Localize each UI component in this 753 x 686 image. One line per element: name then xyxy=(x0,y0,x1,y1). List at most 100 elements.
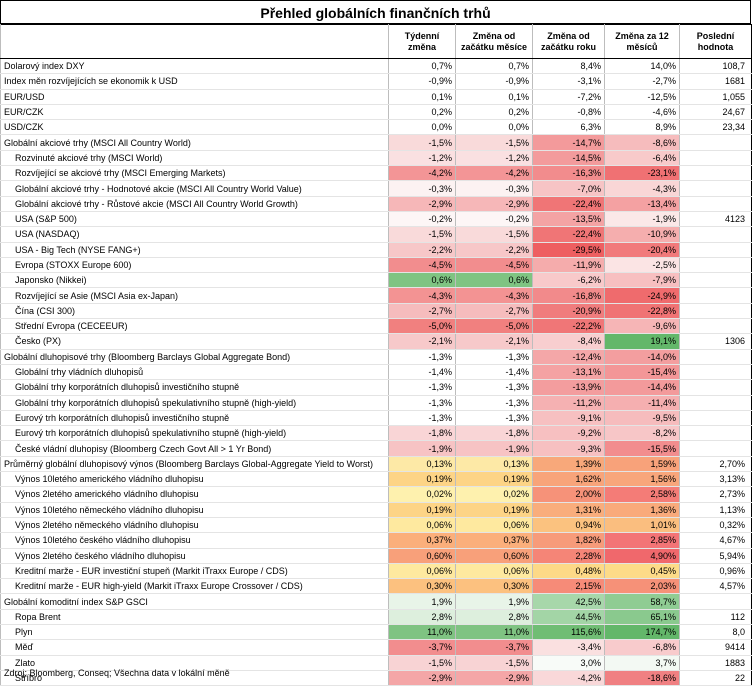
change-cell: -9,6% xyxy=(604,318,680,335)
table-row: EUR/USD 0,1% 0,1% -7,2% -12,5% 1,055 xyxy=(0,89,752,105)
row-label: Eurový trh korporátních dluhopisů spekul… xyxy=(0,425,389,442)
change-cell: 8,4% xyxy=(532,57,605,75)
change-cell: -1,2% xyxy=(455,150,533,167)
table-row: Čína (CSI 300) -2,7% -2,7% -20,9% -22,8% xyxy=(0,303,752,320)
table-row: Kreditní marže - EUR high-yield (Markit … xyxy=(0,578,752,595)
last-value-cell xyxy=(679,242,752,258)
change-cell: -3,1% xyxy=(532,73,605,90)
change-cell: -4,3% xyxy=(388,287,456,304)
last-value-cell xyxy=(679,165,752,182)
row-label: Dolarový index DXY xyxy=(0,57,389,75)
change-cell: 1,82% xyxy=(532,532,605,549)
table-row: Globální akciové trhy (MSCI All Country … xyxy=(0,134,752,151)
change-cell: -9,3% xyxy=(532,440,605,457)
change-cell: -0,9% xyxy=(388,73,456,90)
change-cell: -6,2% xyxy=(532,272,605,289)
change-cell: -1,3% xyxy=(455,395,533,411)
row-label: České vládní dluhopisy (Bloomberg Czech … xyxy=(0,440,389,457)
change-cell: -0,2% xyxy=(388,211,456,228)
row-label: Průměrný globální dluhopisový výnos (Blo… xyxy=(0,455,389,473)
last-value-cell: 4123 xyxy=(679,211,752,228)
change-cell: -4,2% xyxy=(532,670,605,686)
header-cell: Poslední hodnota xyxy=(679,24,752,59)
change-cell: 2,8% xyxy=(388,609,456,625)
change-cell: 0,06% xyxy=(388,517,456,534)
header-cell xyxy=(0,24,389,59)
table-row: Plyn 11,0% 11,0% 115,6% 174,7% 8,0 xyxy=(0,624,752,641)
table-row: Evropa (STOXX Europe 600) -4,5% -4,5% -11,9… xyxy=(0,257,752,274)
change-cell: -22,4% xyxy=(532,226,605,243)
change-cell: -1,3% xyxy=(455,348,533,365)
change-cell: -1,2% xyxy=(388,150,456,167)
row-label: USD/CZK xyxy=(0,119,389,136)
change-cell: 0,45% xyxy=(604,563,680,580)
change-cell: 174,7% xyxy=(604,624,680,641)
table-row: Globální dluhopisové trhy (Bloomberg Bar… xyxy=(0,348,752,365)
change-cell: -2,7% xyxy=(388,303,456,320)
last-value-cell: 8,0 xyxy=(679,624,752,641)
table-row: EUR/CZK 0,2% 0,2% -0,8% -4,6% 24,67 xyxy=(0,104,752,121)
row-label: EUR/CZK xyxy=(0,104,389,121)
table-row: USD/CZK 0,0% 0,0% 6,3% 8,9% 23,34 xyxy=(0,119,752,136)
change-cell: -0,3% xyxy=(455,180,533,197)
last-value-cell xyxy=(679,379,752,396)
header-cell: Týdenní změna xyxy=(388,24,456,59)
row-label: Plyn xyxy=(0,624,389,641)
row-label: Kreditní marže - EUR high-yield (Markit … xyxy=(0,578,389,595)
change-cell: -3,4% xyxy=(532,639,605,656)
table-row: Rozvíjející se akciové trhy (MSCI Emergi… xyxy=(0,165,752,182)
row-label: Měď xyxy=(0,639,389,656)
last-value-cell: 24,67 xyxy=(679,104,752,121)
table-row: Výnos 10letého amerického vládního dluho… xyxy=(0,471,752,488)
change-cell: 2,15% xyxy=(532,578,605,595)
last-value-cell: 1,13% xyxy=(679,502,752,518)
table-row: Měď -3,7% -3,7% -3,4% -6,8% 9414 xyxy=(0,639,752,656)
row-label: Rozvíjející se Asie (MSCI Asia ex-Japan) xyxy=(0,287,389,304)
table-row: Globální trhy korporátních dluhopisů inv… xyxy=(0,379,752,396)
change-cell: -1,3% xyxy=(455,410,533,427)
change-cell: -7,9% xyxy=(604,272,680,289)
last-value-cell xyxy=(679,180,752,197)
last-value-cell xyxy=(679,318,752,335)
change-cell: -8,4% xyxy=(532,333,605,350)
table-body: Dolarový index DXY 0,7% 0,7% 8,4% 14,0% 108,7… xyxy=(0,57,752,686)
change-cell: -6,4% xyxy=(604,150,680,167)
change-cell: -13,4% xyxy=(604,196,680,212)
change-cell: 6,3% xyxy=(532,119,605,136)
row-label: Výnos 2letého amerického vládního dluhop… xyxy=(0,486,389,503)
change-cell: 0,19% xyxy=(455,502,533,518)
change-cell: -24,9% xyxy=(604,287,680,304)
table-row: Výnos 2letého amerického vládního dluhop… xyxy=(0,486,752,503)
table-row: Výnos 10letého německého vládního dluhop… xyxy=(0,502,752,518)
last-value-cell xyxy=(679,150,752,167)
last-value-cell: 5,94% xyxy=(679,548,752,564)
change-cell: -2,2% xyxy=(388,242,456,258)
change-cell: -13,9% xyxy=(532,379,605,396)
change-cell: -29,5% xyxy=(532,242,605,258)
change-cell: -1,8% xyxy=(455,425,533,442)
change-cell: 3,0% xyxy=(532,655,605,671)
table-row: Rozvinuté akciové trhy (MSCI World) -1,2%… xyxy=(0,150,752,167)
row-label: Zlato xyxy=(0,655,389,671)
change-cell: -1,3% xyxy=(388,379,456,396)
change-cell: -1,5% xyxy=(455,134,533,151)
change-cell: 0,2% xyxy=(388,104,456,121)
last-value-cell xyxy=(679,196,752,212)
row-label: Výnos 2letého českého vládního dluhopisu xyxy=(0,548,389,564)
change-cell: 3,7% xyxy=(604,655,680,671)
table-row: Výnos 2letého českého vládního dluhopisu… xyxy=(0,548,752,564)
change-cell: -2,9% xyxy=(388,670,456,686)
change-cell: 0,30% xyxy=(388,578,456,595)
change-cell: 14,0% xyxy=(604,57,680,75)
last-value-cell: 0,96% xyxy=(679,563,752,580)
row-label: EUR/USD xyxy=(0,89,389,105)
change-cell: -8,6% xyxy=(604,134,680,151)
change-cell: 1,9% xyxy=(455,593,533,610)
change-cell: 0,2% xyxy=(455,104,533,121)
row-label: Výnos 10letého německého vládního dluhop… xyxy=(0,502,389,518)
last-value-cell: 4,57% xyxy=(679,578,752,595)
last-value-cell xyxy=(679,134,752,151)
last-value-cell: 2,70% xyxy=(679,455,752,473)
change-cell: -1,3% xyxy=(388,395,456,411)
